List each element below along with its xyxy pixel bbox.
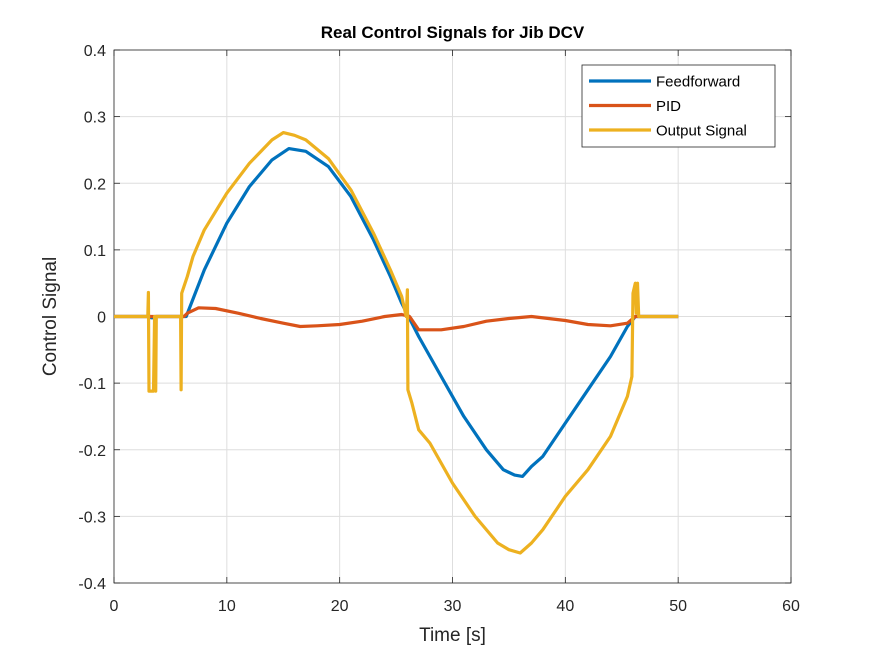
x-tick-label: 60 [782, 598, 800, 615]
x-tick-label: 0 [110, 598, 119, 615]
legend-label: Feedforward [656, 74, 740, 91]
series-lines [114, 131, 679, 555]
y-tick-label: 0.3 [84, 110, 106, 127]
y-tick-label: -0.4 [78, 576, 106, 593]
axis-ticks: 0 10 20 30 40 50 60 -0.4 -0.3 -0.2 -0.1 0 0.1 0.2 0.3 0… [78, 43, 800, 615]
legend-label: PID [656, 98, 681, 115]
y-tick-label: 0.4 [84, 43, 106, 60]
y-tick-label: -0.1 [78, 376, 106, 393]
y-axis-label: Control Signal [40, 257, 61, 376]
y-tick-label: -0.3 [78, 509, 106, 526]
x-axis-label: Time [s] [419, 625, 486, 646]
chart-title: Real Control Signals for Jib DCV [321, 23, 585, 42]
x-tick-label: 30 [444, 598, 462, 615]
x-tick-label: 50 [669, 598, 687, 615]
series-line-output-signal [114, 131, 679, 555]
x-tick-label: 20 [331, 598, 349, 615]
legend-label: Output Signal [656, 123, 747, 140]
x-tick-label: 40 [556, 598, 574, 615]
y-tick-label: 0 [97, 310, 106, 327]
y-tick-label: 0.1 [84, 243, 106, 260]
legend: Feedforward PID Output Signal [581, 64, 776, 148]
y-tick-label: 0.2 [84, 176, 106, 193]
x-tick-label: 10 [218, 598, 236, 615]
y-tick-label: -0.2 [78, 443, 106, 460]
